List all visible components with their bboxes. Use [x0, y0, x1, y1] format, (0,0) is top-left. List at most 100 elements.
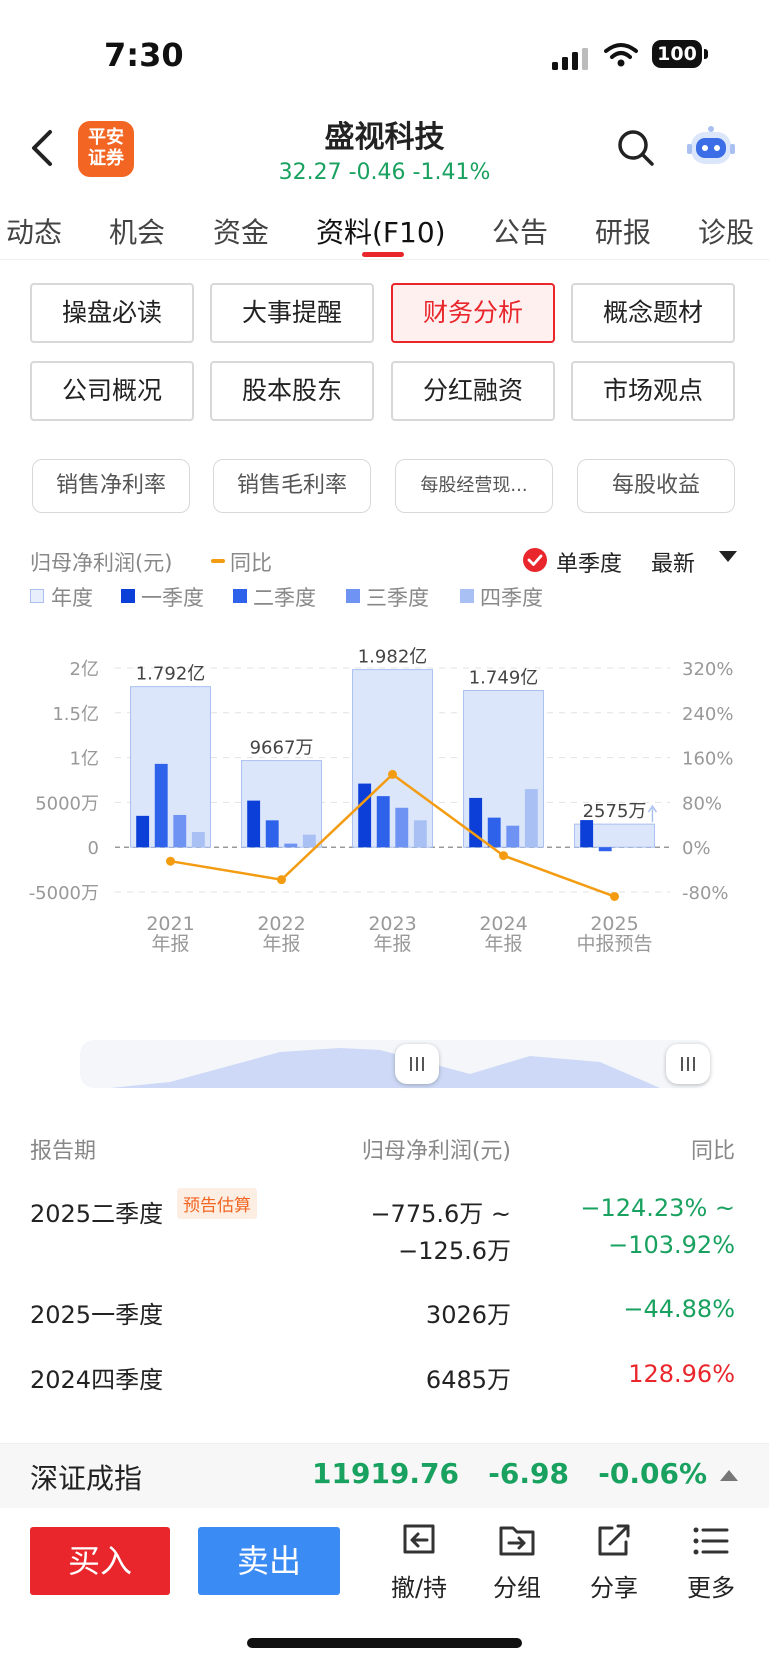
- tab-funds[interactable]: 资金: [213, 216, 270, 249]
- table-header-net-profit: 归母净利润(元): [361, 1139, 511, 1164]
- metric-chip-net-margin[interactable]: 销售净利率: [32, 459, 190, 513]
- row-period: 2025二季度: [30, 1200, 164, 1228]
- share-label: 分享: [590, 1574, 638, 1602]
- buy-button[interactable]: 买入: [30, 1527, 170, 1595]
- bar-annual: [574, 823, 655, 848]
- bar-q4: [302, 834, 316, 848]
- share-icon: [598, 1524, 630, 1556]
- latest-dropdown[interactable]: 最新: [651, 552, 696, 577]
- row-value-line2: −125.6万: [398, 1237, 511, 1265]
- withdraw-hold-label: 撤/持: [390, 1574, 448, 1602]
- metric-chip-operating-cashflow[interactable]: 每股经营现...: [395, 459, 553, 513]
- y-axis-tick-label: 2亿: [70, 659, 99, 680]
- bar-data-label: 1.792亿: [136, 664, 206, 685]
- single-quarter-checkbox[interactable]: [523, 548, 547, 572]
- row-yoy-line2: −103.92%: [608, 1231, 735, 1259]
- x-axis-tick-label: 2023: [368, 913, 416, 935]
- section-button-events[interactable]: 大事提醒: [210, 283, 374, 343]
- index-percent: -0.06%: [598, 1457, 707, 1490]
- sell-button[interactable]: 卖出: [198, 1527, 340, 1595]
- bar-q3: [284, 843, 298, 848]
- section-button-market-views[interactable]: 市场观点: [571, 361, 735, 421]
- legend-metric-label: 归母净利润(元): [30, 551, 173, 575]
- tab-opportunities[interactable]: 机会: [109, 216, 166, 249]
- x-axis-tick-label: 2022: [257, 913, 305, 935]
- wifi-icon: [604, 43, 638, 67]
- y2-axis-tick-label: 160%: [682, 749, 733, 770]
- table-header-period: 报告期: [30, 1139, 97, 1164]
- battery-icon: 100: [652, 40, 702, 68]
- y2-axis-tick-label: 0%: [682, 838, 711, 859]
- expand-up-icon[interactable]: [720, 1470, 738, 1481]
- robot-assistant-icon[interactable]: [686, 124, 736, 172]
- more-button[interactable]: 更多: [666, 1522, 756, 1603]
- section-button-shareholders[interactable]: 股本股东: [210, 361, 374, 421]
- profit-chart: 2亿 320% 1.5亿 240% 1亿 160% 5000万 80% 0 0% -5000万 -80…: [29, 647, 734, 955]
- bar-q2: [154, 763, 168, 848]
- section-button-financial-analysis[interactable]: 财务分析: [391, 283, 555, 343]
- range-slider-left-handle[interactable]: [395, 1044, 439, 1084]
- legend-label-annual: 年度: [51, 586, 93, 610]
- bar-data-label: 1.749亿: [469, 667, 539, 688]
- tab-bar: 动态 机会 资金 资料(F10) 公告 研报 诊股: [0, 195, 769, 260]
- section-button-trading-guide[interactable]: 操盘必读: [30, 283, 194, 343]
- home-indicator: [247, 1638, 522, 1648]
- single-quarter-label[interactable]: 单季度: [556, 552, 623, 577]
- bar-q2: [598, 847, 612, 852]
- grip-icon: [681, 1057, 695, 1071]
- y-axis-tick-label: 1.5亿: [52, 704, 99, 725]
- withdraw-icon: [403, 1524, 435, 1554]
- metric-chip-eps[interactable]: 每股收益: [577, 459, 735, 513]
- y-axis-tick-label: -5000万: [29, 883, 99, 904]
- range-slider-right-handle[interactable]: [666, 1044, 710, 1084]
- chevron-down-icon[interactable]: [719, 551, 737, 562]
- stock-quote: 32.27 -0.46 -1.41%: [278, 160, 491, 185]
- legend-label-q1: 一季度: [141, 586, 204, 610]
- tab-f10-profile[interactable]: 资料(F10): [316, 216, 446, 249]
- legend-swatch-q4: [460, 589, 474, 603]
- bar-q2: [376, 796, 390, 848]
- withdraw-hold-button[interactable]: 撤/持: [374, 1522, 464, 1603]
- bar-q1: [247, 800, 261, 848]
- status-time: 7:30: [104, 36, 184, 74]
- x-axis-tick-label: 中报预告: [576, 933, 652, 955]
- legend-yoy-swatch: [211, 559, 225, 563]
- back-icon[interactable]: [28, 128, 54, 168]
- more-label: 更多: [687, 1574, 735, 1602]
- battery-tip: [704, 49, 708, 59]
- stock-name: 盛视科技: [324, 120, 445, 155]
- bar-data-label: 9667万: [250, 738, 314, 759]
- y2-axis-tick-label: 80%: [682, 793, 722, 814]
- index-values: 11919.76 -6.98 -0.06%: [312, 1457, 707, 1490]
- section-button-concepts[interactable]: 概念题材: [571, 283, 735, 343]
- bar-q1: [469, 797, 483, 848]
- tab-announcements[interactable]: 公告: [492, 216, 549, 249]
- y2-axis-tick-label: 320%: [682, 659, 733, 680]
- share-button[interactable]: 分享: [569, 1522, 659, 1603]
- menu-list-icon: [693, 1527, 729, 1555]
- index-ticker-bar[interactable]: [0, 1443, 769, 1508]
- legend-swatch-q3: [346, 589, 360, 603]
- index-change: -6.98: [488, 1457, 569, 1490]
- folder-icon: [499, 1526, 535, 1556]
- group-button[interactable]: 分组: [472, 1522, 562, 1603]
- tab-research[interactable]: 研报: [595, 216, 652, 249]
- yoy-point: [277, 875, 286, 885]
- bar-q4: [413, 820, 427, 848]
- tab-diagnosis[interactable]: 诊股: [698, 216, 755, 249]
- bar-q4: [524, 789, 538, 848]
- row-yoy: −124.23% ~: [580, 1194, 735, 1222]
- search-icon[interactable]: [616, 128, 656, 168]
- index-name: 深证成指: [30, 1462, 143, 1495]
- tab-dynamics[interactable]: 动态: [6, 216, 63, 249]
- row-yoy: 128.96%: [628, 1360, 735, 1388]
- bar-q2: [265, 820, 279, 848]
- grip-icon: [410, 1057, 424, 1071]
- yoy-point: [610, 891, 619, 901]
- section-button-dividends[interactable]: 分红融资: [391, 361, 555, 421]
- legend-label-q2: 二季度: [253, 586, 316, 610]
- legend-yoy-label: 同比: [230, 551, 272, 575]
- section-button-company-overview[interactable]: 公司概况: [30, 361, 194, 421]
- metric-chip-gross-margin[interactable]: 销售毛利率: [213, 459, 371, 513]
- forecast-arrow-head: [647, 804, 658, 813]
